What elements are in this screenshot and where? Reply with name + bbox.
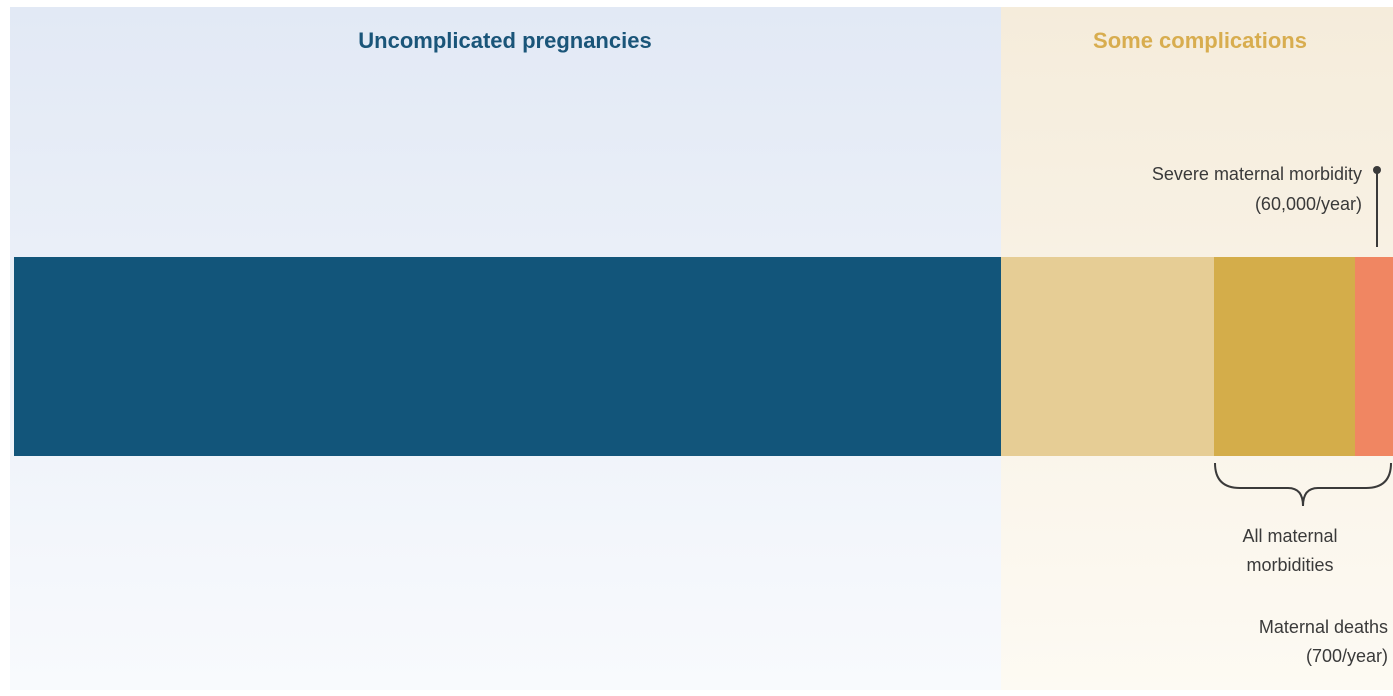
left-title: Uncomplicated pregnancies	[358, 28, 651, 53]
severe-count: (60,000/year)	[1255, 194, 1362, 214]
deaths-label: Maternal deaths	[1259, 617, 1388, 637]
brace	[1214, 462, 1392, 507]
all-label: All maternal	[1242, 526, 1337, 546]
deaths-count: (700/year)	[1306, 646, 1388, 666]
all-label-2: morbidities	[1246, 555, 1333, 575]
bar-severe	[1355, 257, 1393, 456]
bar-morbidities	[1214, 257, 1355, 456]
bar-uncomplicated	[14, 257, 1001, 456]
bar-complications	[1001, 257, 1214, 456]
severe-label: Severe maternal morbidity	[1152, 164, 1362, 184]
right-title: Some complications	[1093, 28, 1307, 53]
